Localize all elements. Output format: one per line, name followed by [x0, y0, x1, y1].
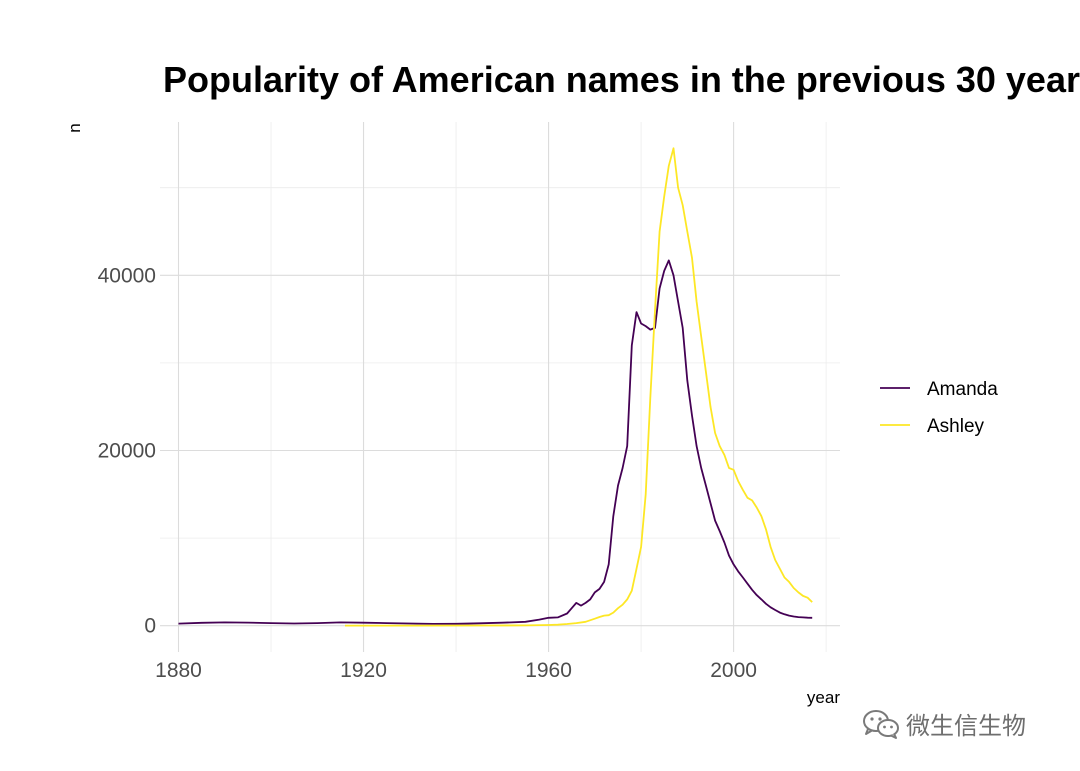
x-tick-label: 2000 [710, 659, 757, 682]
watermark-text: 微生信生物 [906, 712, 1026, 740]
x-axis-label: year [807, 688, 840, 707]
wechat-icon [862, 708, 900, 740]
x-tick-label: 1960 [525, 659, 572, 682]
y-tick-label: 20000 [98, 440, 156, 463]
y-axis-ticks: 0 20000 40000 [98, 264, 156, 637]
x-tick-label: 1880 [155, 659, 202, 682]
y-tick-label: 40000 [98, 264, 156, 287]
grid [160, 122, 840, 652]
legend-label-amanda: Amanda [927, 379, 998, 400]
y-tick-label: 0 [144, 615, 156, 638]
x-tick-label: 1920 [340, 659, 387, 682]
series-lines [178, 147, 813, 627]
legend: Amanda Ashley [880, 379, 998, 437]
y-axis-label: n [65, 123, 84, 132]
x-axis-ticks: 1880 1920 1960 2000 [155, 659, 757, 682]
series-line-ashley [345, 147, 813, 627]
series-line-amanda [178, 259, 813, 625]
legend-label-ashley: Ashley [927, 416, 985, 437]
chart-title: Popularity of American names in the prev… [163, 59, 1080, 100]
watermark: 微生信生物 [862, 706, 1026, 741]
